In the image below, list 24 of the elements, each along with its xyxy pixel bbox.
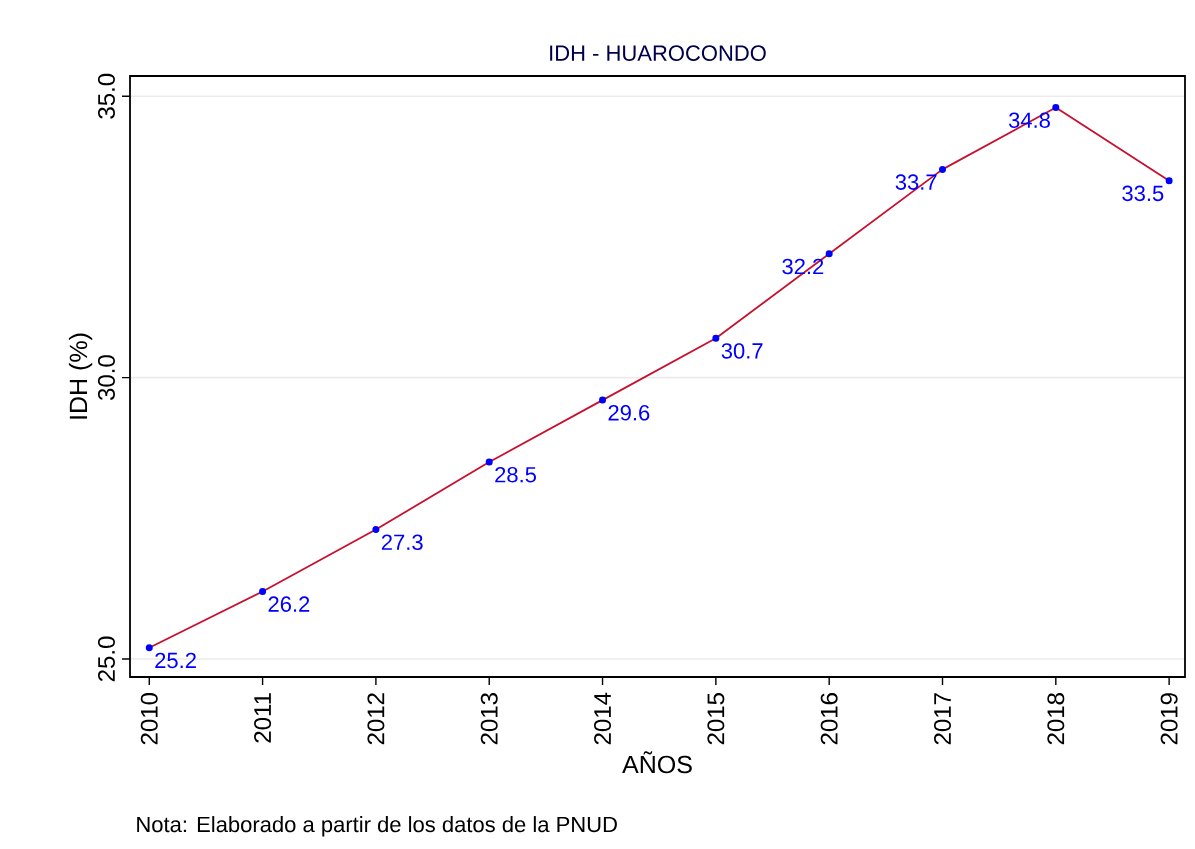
x-tick-label: 2014 <box>594 692 612 745</box>
data-label: 29.6 <box>608 405 650 421</box>
x-tick-label: 2018 <box>1047 693 1065 745</box>
x-tick-label: 2017 <box>934 693 951 745</box>
x-tick-label: 2011 <box>254 693 272 743</box>
x-tick-label: 2013 <box>480 693 498 745</box>
y-tick-label: 35.0 <box>97 73 115 119</box>
data-label: 28.5 <box>495 466 536 483</box>
x-tick-label: 2015 <box>707 693 725 745</box>
x-tick-label: 2010 <box>140 692 158 745</box>
data-label: 30.7 <box>721 343 763 359</box>
y-axis-title: IDH (%) <box>68 333 93 419</box>
data-label: 33.5 <box>1122 185 1164 202</box>
data-label: 27.3 <box>381 534 423 551</box>
y-tick-label: 30.0 <box>97 355 115 401</box>
x-tick-label: 2012 <box>367 693 385 745</box>
data-label: 26.2 <box>268 596 310 612</box>
x-tick-label: 2016 <box>820 693 838 745</box>
y-tick-label: 25.0 <box>97 636 115 682</box>
x-tick-label: 2019 <box>1160 693 1178 745</box>
x-axis-title: AÑOS <box>622 751 692 774</box>
text: Nota: Elaborado a partir de los datos de la PNUD <box>137 816 617 837</box>
data-label: 25.2 <box>155 652 196 669</box>
chart-title: IDH - HUAROCONDO <box>550 45 766 61</box>
